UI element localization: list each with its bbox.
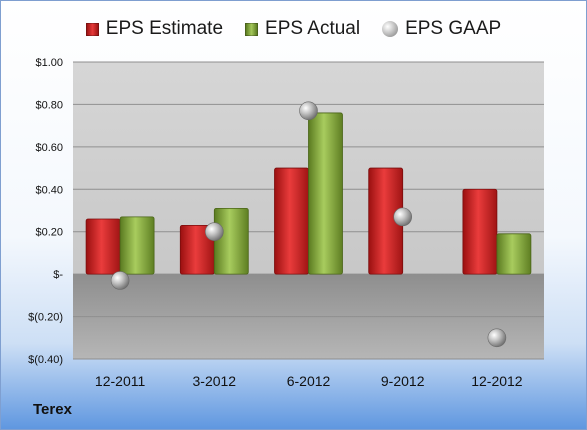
legend-swatch-eps-actual	[245, 22, 259, 36]
x-category-label: 12-2012	[471, 373, 523, 389]
x-category-label: 12-2011	[95, 373, 146, 389]
bar-eps-estimate	[274, 167, 309, 275]
legend-swatch-eps-gaap	[382, 21, 399, 37]
legend-label-eps-gaap: EPS GAAP	[405, 18, 502, 39]
bar-eps-estimate	[85, 218, 121, 275]
point-eps-gaap	[110, 271, 130, 290]
bar-eps-actual	[496, 233, 532, 275]
y-tick-label: $1.00	[35, 57, 63, 69]
legend-label-eps-estimate: EPS Estimate	[105, 18, 224, 39]
y-tick-label: $-	[53, 269, 63, 281]
chart-legend: EPS Estimate EPS Actual EPS GAAP	[0, 16, 587, 42]
bar-eps-actual	[119, 216, 155, 275]
y-tick-label: $0.80	[35, 99, 63, 111]
legend-swatch-eps-estimate	[85, 22, 99, 36]
y-tick-label: $0.60	[35, 142, 63, 154]
x-category-label: 9-2012	[381, 373, 425, 389]
bar-eps-actual	[213, 207, 249, 275]
company-name: Terex	[33, 401, 72, 418]
y-tick-label: $(0.20)	[28, 312, 63, 324]
bar-eps-estimate	[462, 188, 498, 275]
point-eps-gaap	[487, 328, 507, 348]
point-eps-gaap	[299, 101, 318, 121]
bar-eps-actual	[308, 112, 343, 275]
point-eps-gaap	[393, 207, 413, 227]
y-tick-label: $0.20	[35, 227, 63, 239]
x-category-label: 6-2012	[287, 373, 331, 389]
legend-item-eps-estimate: EPS Estimate	[85, 18, 224, 40]
x-category-label: 3-2012	[193, 373, 237, 389]
y-tick-label: $(0.40)	[28, 354, 63, 366]
legend-label-eps-actual: EPS Actual	[265, 18, 361, 39]
legend-item-eps-gaap: EPS GAAP	[382, 18, 501, 40]
point-eps-gaap	[205, 222, 224, 242]
y-tick-label: $0.40	[35, 184, 63, 196]
legend-item-eps-actual: EPS Actual	[245, 18, 360, 40]
